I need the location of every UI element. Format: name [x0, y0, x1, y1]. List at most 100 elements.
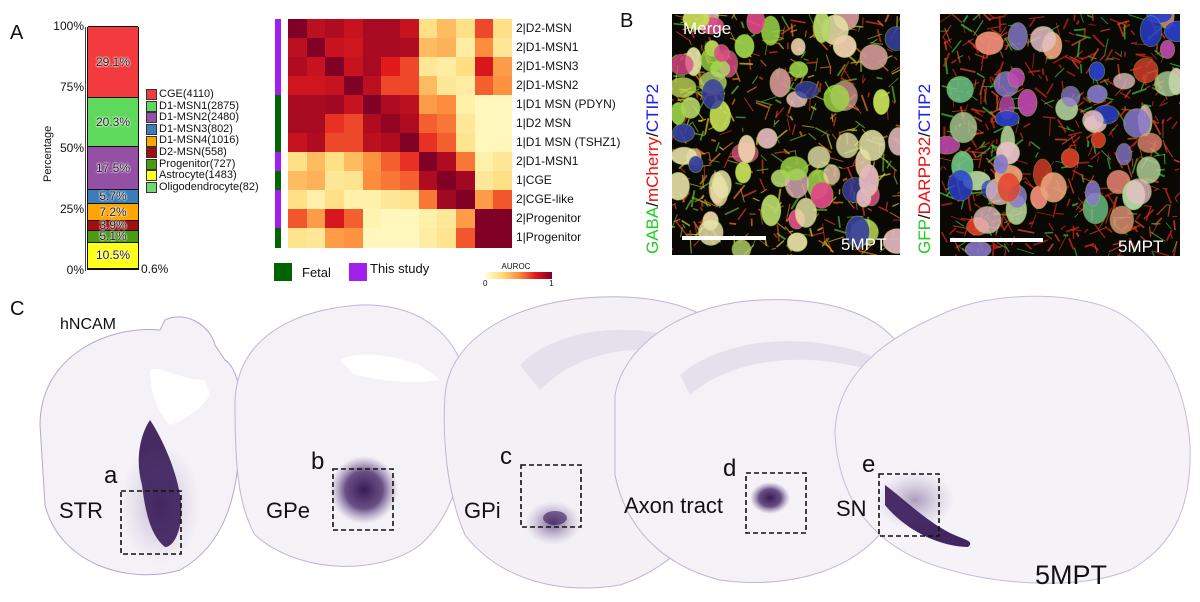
legend-swatch-this-study: [349, 263, 367, 281]
region-letter-a: a: [104, 462, 118, 489]
micrograph-gfp-darpp32-image: [940, 14, 1180, 256]
heatmap-group-marker: [275, 228, 281, 248]
heatmap-cell: [418, 57, 438, 77]
heatmap-cell: [400, 57, 420, 77]
heatmap-group-marker: [275, 133, 281, 153]
heatmap-cell: [474, 228, 494, 248]
heatmap-cell: [362, 19, 382, 39]
heatmap-cell: [493, 19, 513, 39]
merge-label: Merge: [683, 19, 732, 38]
heatmap-cell: [306, 19, 326, 39]
heatmap-cell: [344, 228, 364, 248]
legend-swatch: [146, 135, 157, 147]
heatmap-grid: [288, 19, 513, 248]
heatmap-cell: [325, 133, 345, 153]
heatmap-cell: [437, 171, 457, 191]
bar-segment-label: 3.9%: [99, 218, 127, 233]
region-letter-e: e: [862, 451, 876, 478]
heatmap-cell: [400, 228, 420, 248]
region-box-b: [332, 468, 394, 531]
ytick-50: 50%: [59, 141, 84, 155]
heatmap-cell: [306, 152, 326, 172]
heatmap-cell: [325, 171, 345, 191]
bar-segment-label: 5.1%: [99, 229, 127, 244]
heatmap-cell: [288, 95, 308, 115]
bar-segment-label: 7.2%: [99, 204, 127, 219]
heatmap-row-label: 2|D2-MSN: [516, 21, 572, 35]
heatmap-cell: [456, 190, 476, 210]
legend-swatch: [146, 158, 157, 170]
legend-item-d2-msn: D2-MSN(558): [146, 146, 259, 159]
stain-label-part: GABA: [643, 206, 662, 254]
heatmap-row-label: 2|D1-MSN3: [516, 59, 579, 73]
heatmap-cell: [493, 133, 513, 153]
heatmap-cell: [456, 133, 476, 153]
heatmap-cell: [381, 57, 401, 77]
micrograph-merge: Merge 5MPT: [672, 14, 900, 255]
region-letter-d: d: [723, 455, 737, 482]
heatmap-cell: [325, 19, 345, 39]
heatmap-cell: [381, 114, 401, 134]
legend-label: D1-MSN3(802): [159, 122, 233, 135]
heatmap-cell: [288, 190, 308, 210]
timepoint-label: 5MPT: [841, 235, 887, 254]
bar-segment-d1-msn2: 17.5%: [88, 146, 138, 189]
heatmap-cell: [344, 114, 364, 134]
scale-bar: [950, 238, 1043, 242]
heatmap-cell: [381, 76, 401, 96]
brain-section-2: [234, 304, 468, 567]
legend-swatch-fetal: [274, 263, 292, 281]
legend-label: D1-MSN1(2875): [159, 99, 240, 112]
heatmap-cell: [437, 38, 457, 58]
heatmap-cell: [474, 19, 494, 39]
heatmap-cell: [344, 209, 364, 229]
stacked-bar-legend: CGE(4110) D1-MSN1(2875) D1-MSN2(2480) D1-MS…: [146, 88, 259, 194]
panel-letter-b: B: [620, 10, 634, 32]
colorbar: [486, 272, 552, 279]
heatmap-cell: [381, 38, 401, 58]
heatmap-cell: [306, 209, 326, 229]
timepoint-label-c: 5MPT: [1035, 560, 1108, 590]
heatmap-cell: [474, 57, 494, 77]
stacked-bar-chart: 100% 75% 50% 25% 0% Percentage 10.5% 5.1%…: [0, 0, 259, 285]
region-name-axon-tract: Axon tract: [624, 493, 724, 518]
bar-segment-d1-msn1: 20.3%: [88, 96, 138, 147]
heatmap-cell: [456, 171, 476, 191]
ytick-75: 75%: [59, 80, 84, 94]
brain-sections: [39, 295, 1191, 589]
heatmap-row-label: 2|D1-MSN2: [516, 78, 579, 92]
legend-swatch: [146, 182, 157, 194]
heatmap-cell: [325, 209, 345, 229]
heatmap-cell: [288, 133, 308, 153]
heatmap-cell: [418, 171, 438, 191]
micrograph-gfp-darpp32: 5MPT: [940, 14, 1180, 256]
auroc-heatmap: 2|D2-MSN 2|D1-MSN1 2|D1-MSN3 2|D1-MSN2 1|D1 …: [270, 15, 630, 288]
heatmap-cell: [344, 19, 364, 39]
heatmap-cell: [474, 171, 494, 191]
heatmap-row-label: 2|D1-MSN1: [516, 154, 579, 168]
heatmap-cell: [288, 152, 308, 172]
heatmap-cell: [306, 171, 326, 191]
heatmap-cell: [381, 133, 401, 153]
legend-label: Progenitor(727): [159, 157, 236, 170]
heatmap-cell: [418, 133, 438, 153]
stacked-bar: 10.5% 5.1% 3.9% 7.2% 5.7% 17.5% 20.3% 29.1%: [87, 26, 139, 270]
heatmap-cell: [418, 114, 438, 134]
bar-segment-label: 5.7%: [99, 189, 127, 204]
stain-label-part: mCherry: [643, 136, 662, 203]
heatmap-cell: [437, 95, 457, 115]
heatmap-cell: [418, 228, 438, 248]
heatmap-group-marker: [275, 95, 281, 115]
heatmap-cell: [493, 171, 513, 191]
legend-item-oligodendrocyte: Oligodendrocyte(82): [146, 181, 259, 194]
heatmap-cell: [474, 95, 494, 115]
region-letter-b: b: [311, 448, 325, 475]
heatmap-cell: [325, 190, 345, 210]
colorbar-tick-0: 0: [483, 279, 488, 288]
heatmap-cell: [437, 190, 457, 210]
heatmap-cell: [344, 38, 364, 58]
heatmap-cell: [437, 19, 457, 39]
heatmap-cell: [306, 133, 326, 153]
gpe-graft-stain: [330, 456, 398, 524]
region-box-e: [878, 473, 940, 537]
